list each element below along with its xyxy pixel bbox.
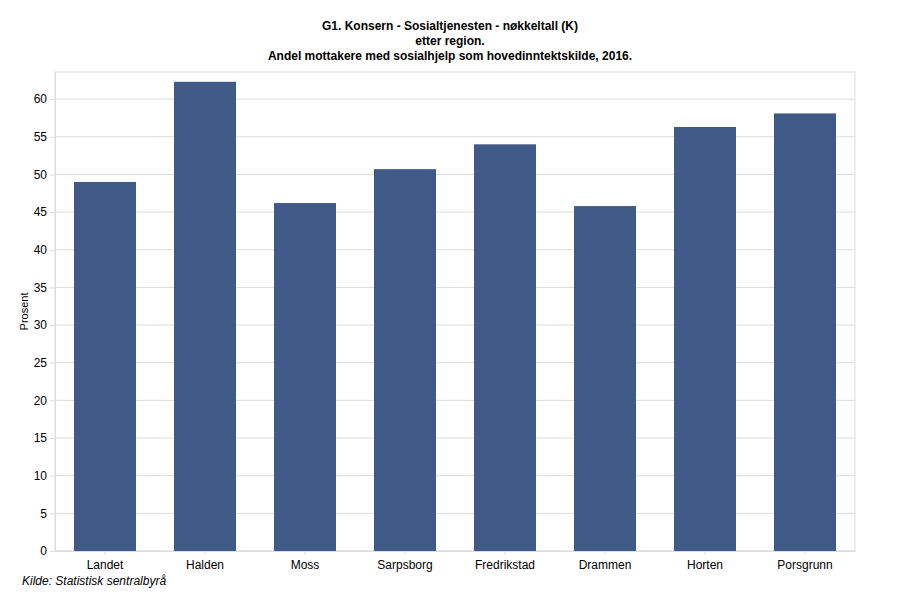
x-tick: Fredrikstad — [475, 551, 535, 572]
y-tick-label: 45 — [34, 205, 48, 219]
source: Kilde: Statistisk sentralbyrå — [22, 574, 166, 588]
x-tick-label: Fredrikstad — [475, 558, 535, 572]
x-tick: Drammen — [579, 551, 632, 572]
bar — [274, 203, 336, 551]
bar — [374, 169, 436, 551]
y-tick: 45 — [34, 205, 55, 219]
bar — [474, 144, 536, 551]
x-tick-label: Horten — [687, 558, 723, 572]
x-tick-label: Drammen — [579, 558, 632, 572]
subtitle: etter region. — [415, 34, 484, 48]
y-tick-label: 25 — [34, 356, 48, 370]
y-tick-mark — [50, 287, 55, 288]
x-axis-line — [56, 551, 856, 552]
x-tick-label: Landet — [87, 558, 124, 572]
y-tick: 30 — [34, 318, 55, 332]
bar — [574, 206, 636, 551]
x-tick: Horten — [687, 551, 723, 572]
y-tick: 35 — [34, 281, 55, 295]
y-tick: 5 — [40, 507, 55, 521]
y-tick: 50 — [34, 168, 55, 182]
y-tick-mark — [50, 137, 55, 138]
x-tick-label: Sarpsborg — [377, 558, 432, 572]
y-tick-label: 35 — [34, 281, 48, 295]
x-tick: Halden — [186, 551, 224, 572]
y-tick: 60 — [34, 92, 55, 106]
y-tick-mark — [50, 363, 55, 364]
y-tick-label: 60 — [34, 92, 48, 106]
y-tick-label: 30 — [34, 318, 48, 332]
y-tick-mark — [50, 99, 55, 100]
y-tick-mark — [50, 513, 55, 514]
bar — [774, 113, 836, 551]
y-tick-label: 15 — [34, 431, 48, 445]
x-tick-mark — [105, 551, 106, 555]
y-tick: 25 — [34, 356, 55, 370]
x-tick-mark — [605, 551, 606, 555]
y-tick: 40 — [34, 243, 55, 257]
x-tick-mark — [305, 551, 306, 555]
y-tick-mark — [50, 250, 55, 251]
x-tick-label: Halden — [186, 558, 224, 572]
bar — [674, 127, 736, 551]
x-tick-label: Porsgrunn — [777, 558, 832, 572]
titles: G1. Konsern - Sosialtjenesten - nøkkelta… — [268, 19, 632, 63]
y-tick-mark — [50, 551, 55, 552]
bar — [74, 182, 136, 551]
y-tick-label: 0 — [40, 544, 47, 558]
y-tick-label: 10 — [34, 469, 48, 483]
bar — [174, 82, 236, 551]
y-tick: 10 — [34, 469, 55, 483]
y-tick: 20 — [34, 394, 55, 408]
x-tick: Porsgrunn — [777, 551, 832, 572]
y-tick-label: 5 — [40, 507, 47, 521]
y-tick-label: 20 — [34, 394, 48, 408]
subtitle: Andel mottakere med sosialhjelp som hove… — [268, 49, 632, 63]
y-tick-mark — [50, 325, 55, 326]
x-tick-label: Moss — [291, 558, 320, 572]
chart: G1. Konsern - Sosialtjenesten - nøkkelta… — [0, 0, 900, 600]
y-tick-mark — [50, 476, 55, 477]
x-tick-mark — [705, 551, 706, 555]
x-tick-mark — [505, 551, 506, 555]
y-tick: 55 — [34, 130, 55, 144]
x-tick: Sarpsborg — [377, 551, 432, 572]
plot-frame — [55, 72, 855, 551]
y-tick: 15 — [34, 431, 55, 445]
y-axis: 0 5 10 15 20 25 30 35 40 45 50 55 60 — [34, 73, 56, 559]
x-tick: Landet — [87, 551, 124, 572]
y-tick-label: 40 — [34, 243, 48, 257]
bars — [74, 82, 836, 551]
x-tick-mark — [205, 551, 206, 555]
x-tick-mark — [405, 551, 406, 555]
x-tick: Moss — [291, 551, 320, 572]
y-tick-label: 55 — [34, 130, 48, 144]
y-axis-line — [55, 73, 56, 552]
y-tick-mark — [50, 174, 55, 175]
y-tick: 0 — [40, 544, 55, 558]
title: G1. Konsern - Sosialtjenesten - nøkkelta… — [322, 19, 578, 33]
y-tick-mark — [50, 438, 55, 439]
y-tick-mark — [50, 400, 55, 401]
y-axis-title: Prosent — [18, 293, 30, 331]
x-axis: Landet Halden Moss Sarpsborg Fredrikstad Dram… — [56, 551, 856, 572]
y-tick-mark — [50, 212, 55, 213]
x-tick-mark — [805, 551, 806, 555]
y-tick-label: 50 — [34, 168, 48, 182]
